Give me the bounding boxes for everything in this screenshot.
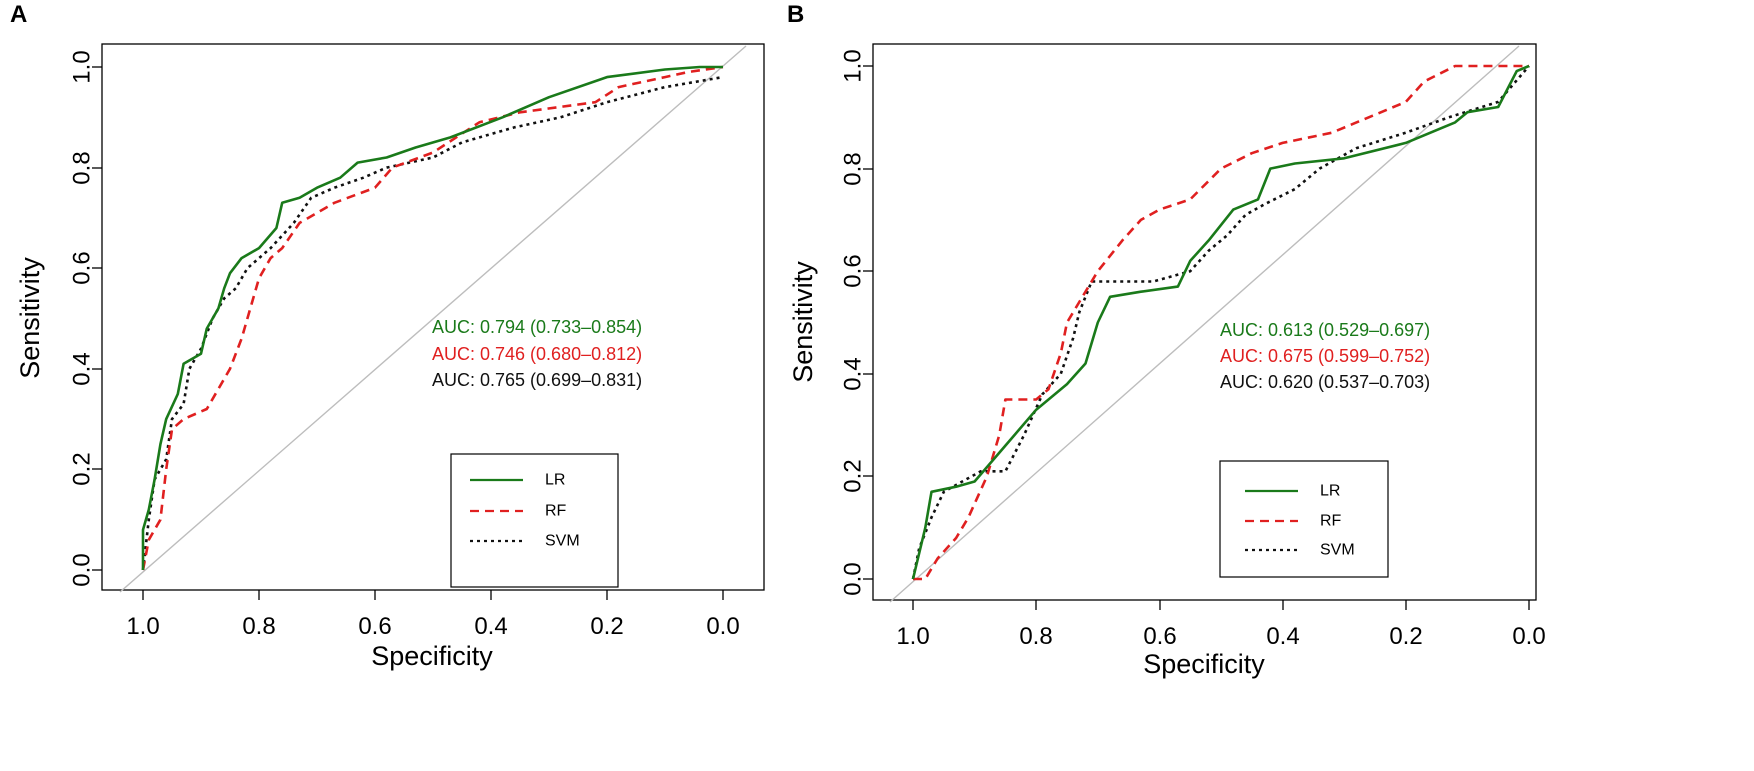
roc-curve-lr — [911, 64, 1530, 580]
x-tick-label: 1.0 — [896, 623, 929, 650]
y-tick-label: 0.0 — [69, 553, 96, 586]
auc-annotation: AUC: 0.620 (0.537–0.703) — [1220, 372, 1430, 392]
y-tick-label: 0.8 — [69, 151, 96, 184]
x-tick-label: 0.8 — [242, 613, 275, 640]
x-tick-label: 0.6 — [1143, 623, 1176, 650]
roc-curve-lr — [141, 65, 723, 570]
y-tick-label: 0.6 — [840, 254, 867, 287]
legend-label-svm: SVM — [1320, 542, 1355, 559]
legend-label-lr: LR — [545, 472, 565, 489]
legend-box — [1219, 460, 1389, 578]
legend-label-lr: LR — [1320, 483, 1340, 500]
x-tick-label: 0.4 — [1266, 623, 1299, 650]
legend: LR RF SVM — [450, 453, 619, 588]
x-axis-label: Specificity — [371, 641, 493, 671]
roc-curve-svm — [911, 65, 1530, 580]
legend: LR RF SVM — [1219, 460, 1389, 578]
legend-label-rf: RF — [545, 503, 567, 520]
legend-label-svm: SVM — [545, 533, 580, 550]
x-tick-label: 0.0 — [706, 613, 739, 640]
roc-curve-rf — [913, 64, 1529, 581]
x-axis-label: Specificity — [1143, 649, 1265, 679]
auc-annotation: AUC: 0.613 (0.529–0.697) — [1220, 320, 1430, 340]
panel-letter: B — [787, 1, 804, 28]
y-tick-label: 0.8 — [840, 152, 867, 185]
panel-letter: A — [10, 1, 27, 28]
panel-b: B 1.0 0.8 0.6 0.4 0.2 0.0 0.0 0.2 0.4 0.6 0.8 1.0 Spe… — [787, 1, 1546, 679]
y-axis-label: Sensitivity — [788, 261, 818, 383]
x-tick-label: 0.0 — [1512, 623, 1545, 650]
auc-annotation: AUC: 0.746 (0.680–0.812) — [432, 344, 642, 364]
roc-curve-rf — [141, 65, 724, 571]
x-tick-label: 0.8 — [1019, 623, 1052, 650]
x-tick-label: 0.2 — [590, 613, 623, 640]
y-axis-label: Sensitivity — [15, 257, 45, 379]
y-tick-label: 1.0 — [840, 49, 867, 82]
x-tick-label: 0.4 — [474, 613, 507, 640]
auc-annotation: AUC: 0.765 (0.699–0.831) — [432, 370, 642, 390]
y-tick-label: 0.4 — [840, 357, 867, 390]
x-tick-label: 0.2 — [1389, 623, 1422, 650]
y-tick-label: 0.0 — [840, 562, 867, 595]
y-tick-label: 0.2 — [840, 459, 867, 492]
x-tick-label: 1.0 — [126, 613, 159, 640]
legend-label-rf: RF — [1320, 513, 1342, 530]
reference-diagonal — [119, 45, 747, 593]
y-tick-label: 0.4 — [69, 352, 96, 385]
legend-box — [450, 453, 619, 588]
plot-frame — [872, 43, 1537, 601]
panel-a: A 1.0 0.8 0.6 0.4 0.2 0.0 0.0 0.2 0.4 0.6 0.8 1.0 Spe… — [10, 1, 765, 671]
auc-annotation: AUC: 0.675 (0.599–0.752) — [1220, 346, 1430, 366]
y-tick-label: 1.0 — [69, 50, 96, 83]
auc-annotation: AUC: 0.794 (0.733–0.854) — [432, 317, 642, 337]
y-tick-label: 0.2 — [69, 452, 96, 485]
y-tick-label: 0.6 — [69, 251, 96, 284]
roc-curve-svm — [141, 75, 724, 571]
plot-frame — [101, 43, 765, 591]
x-tick-label: 0.6 — [358, 613, 391, 640]
